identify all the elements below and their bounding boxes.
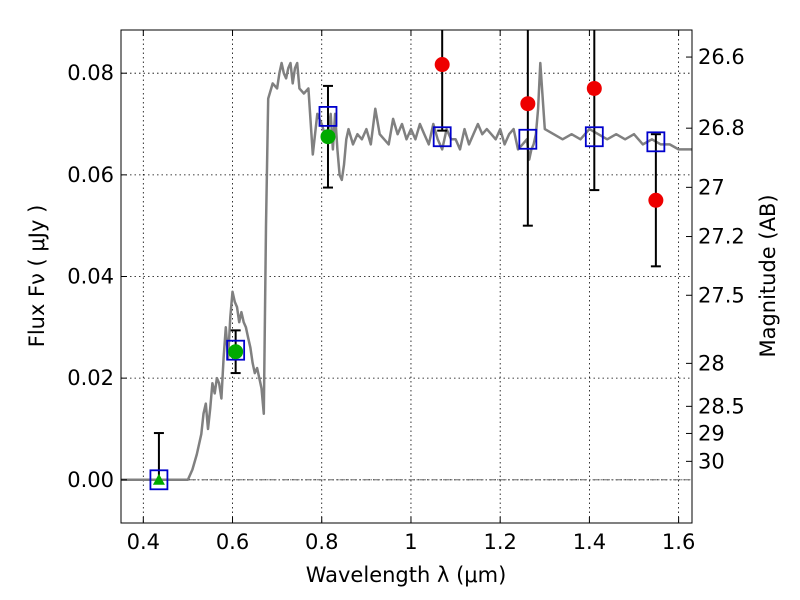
x-tick-label: 1 bbox=[404, 530, 417, 554]
y-tick-label: 0.06 bbox=[67, 163, 114, 187]
y-axis-label: Flux Fν ( μJy ) bbox=[25, 205, 49, 348]
spectrum-series bbox=[121, 61, 692, 482]
magnitude-tick-label: 26.8 bbox=[698, 116, 745, 140]
magnitude-axis-label: Magnitude (AB) bbox=[756, 194, 780, 357]
y-tick-label: 0.02 bbox=[67, 366, 114, 390]
y-tick-label: 0.00 bbox=[67, 468, 114, 492]
error-bars bbox=[153, 30, 661, 480]
model-box-marker bbox=[646, 131, 666, 153]
model-box-marker bbox=[584, 126, 604, 148]
model-box-marker bbox=[432, 126, 452, 148]
markers bbox=[149, 57, 666, 491]
magnitude-tick-label: 30 bbox=[698, 449, 725, 473]
green-point-marker bbox=[228, 344, 244, 360]
x-axis-label: Wavelength λ (μm) bbox=[306, 563, 507, 587]
green-point-marker bbox=[320, 129, 336, 145]
spectrum-line bbox=[121, 61, 692, 482]
x-tick-label: 0.6 bbox=[216, 530, 249, 554]
magnitude-tick-label: 27.2 bbox=[698, 225, 745, 249]
red-point-marker bbox=[648, 192, 664, 208]
red-point-marker bbox=[586, 80, 602, 96]
red-point-marker bbox=[434, 57, 450, 73]
y-tick-label: 0.04 bbox=[67, 265, 114, 289]
x-tick-label: 1.4 bbox=[573, 530, 606, 554]
x-tick-label: 0.4 bbox=[127, 530, 160, 554]
magnitude-tick-label: 26.6 bbox=[698, 45, 745, 69]
model-box-marker bbox=[226, 339, 246, 361]
magnitude-tick-label: 28 bbox=[698, 351, 725, 375]
x-tick-label: 0.8 bbox=[305, 530, 338, 554]
magnitude-tick-label: 29 bbox=[698, 421, 725, 445]
magnitude-tick-label: 27.5 bbox=[698, 283, 745, 307]
green-triangle-marker bbox=[152, 473, 165, 485]
grid-lines bbox=[121, 30, 692, 523]
model-box-marker bbox=[149, 469, 169, 491]
red-point-marker bbox=[520, 96, 536, 112]
model-box-marker bbox=[318, 106, 338, 127]
magnitude-tick-label: 28.5 bbox=[698, 394, 745, 418]
x-tick-label: 1.2 bbox=[483, 530, 516, 554]
axis-ticks bbox=[121, 30, 692, 523]
y-tick-label: 0.08 bbox=[67, 61, 114, 85]
tick-labels: 0.4 0.6 0.8 1 1.2 1.4 1.6 0.00 0.02 0.04 0.06 0.08 2… bbox=[67, 45, 745, 554]
magnitude-tick-label: 27 bbox=[698, 175, 725, 199]
model-box-marker bbox=[518, 128, 538, 150]
x-tick-label: 1.6 bbox=[662, 530, 695, 554]
